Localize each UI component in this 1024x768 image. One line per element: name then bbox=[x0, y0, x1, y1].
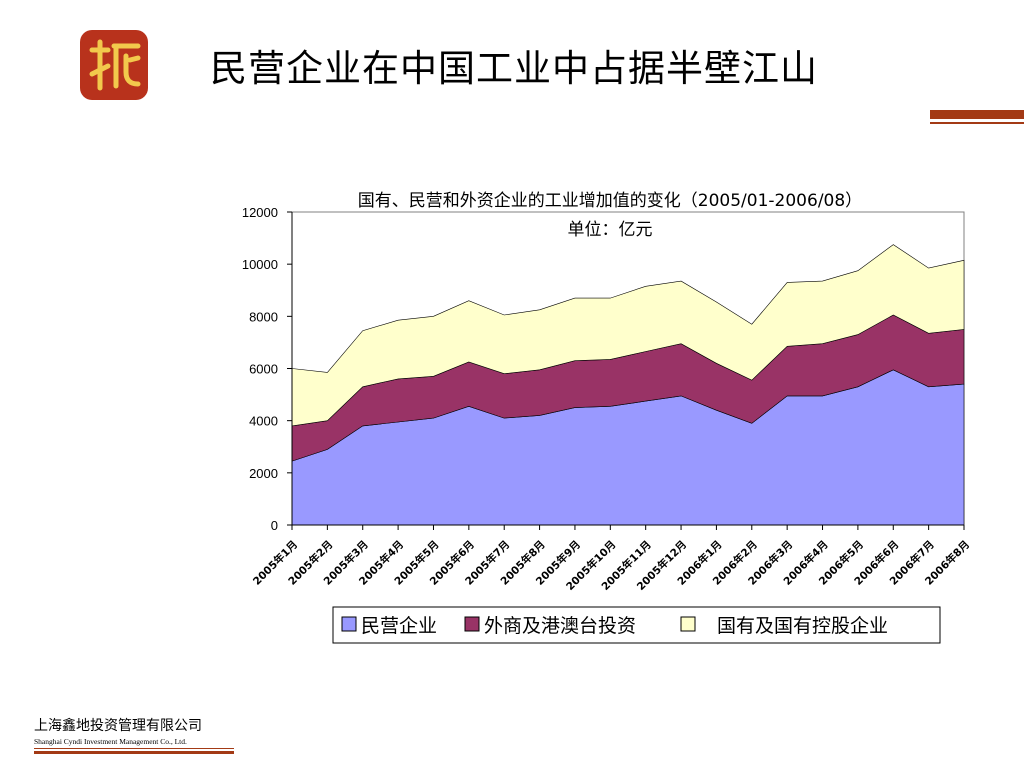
legend-swatch bbox=[464, 616, 480, 632]
y-tick-label: 10000 bbox=[242, 257, 278, 272]
legend-label: 外商及港澳台投资 bbox=[484, 615, 636, 637]
legend-label: 民营企业 bbox=[361, 615, 437, 637]
company-name-cn: 上海鑫地投资管理有限公司 bbox=[34, 718, 202, 734]
page-title: 民营企业在中国工业中占据半壁江山 bbox=[210, 47, 818, 90]
y-tick-label: 6000 bbox=[249, 362, 278, 377]
legend-label: 国有及国有控股企业 bbox=[717, 615, 888, 637]
company-name-en: Shanghai Cyndi Investment Management Co.… bbox=[34, 737, 187, 746]
series-area-3 bbox=[291, 244, 965, 427]
y-tick-label: 8000 bbox=[249, 309, 278, 324]
chart-title: 国有、民营和外资企业的工业增加值的变化（2005/01-2006/08） bbox=[358, 191, 862, 211]
y-tick-label: 4000 bbox=[249, 414, 278, 429]
cyndi-seal-logo-icon bbox=[80, 30, 148, 100]
stacked-area-chart: 0200040006000800010000120002005年1月2005年2… bbox=[242, 191, 972, 644]
footer-rule-thick bbox=[34, 751, 234, 754]
footer-rule bbox=[34, 748, 234, 749]
y-tick-label: 0 bbox=[271, 518, 278, 533]
legend-swatch bbox=[341, 616, 357, 632]
y-tick-label: 12000 bbox=[242, 205, 278, 220]
chart-subtitle: 单位：亿元 bbox=[568, 220, 653, 240]
legend-box bbox=[332, 606, 941, 644]
title-rule-thin bbox=[930, 122, 1024, 124]
title-rule-thick bbox=[930, 110, 1024, 119]
y-tick-label: 2000 bbox=[249, 466, 278, 481]
legend-swatch bbox=[680, 616, 696, 632]
